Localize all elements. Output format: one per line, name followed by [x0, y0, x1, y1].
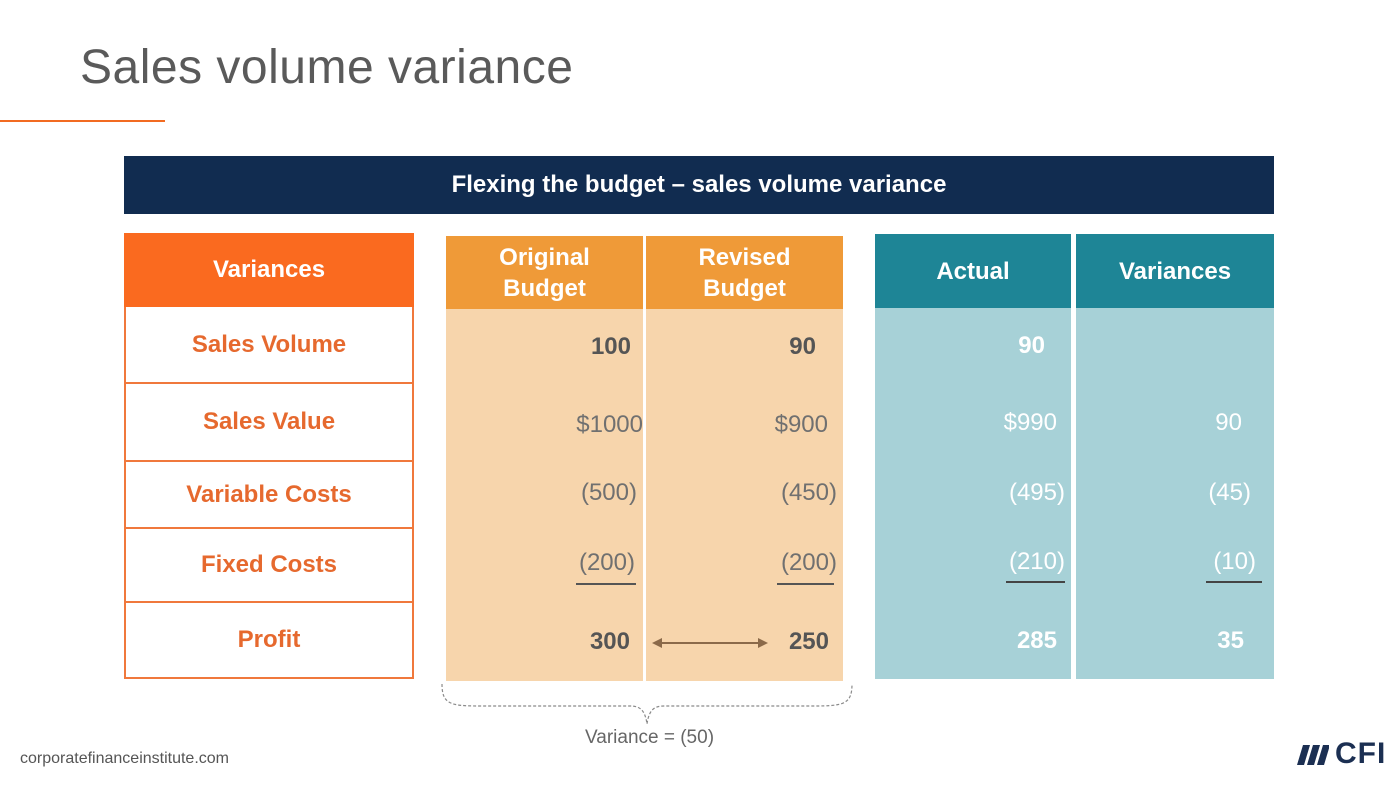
table-banner: Flexing the budget – sales volume varian… — [124, 156, 1274, 214]
footer-url: corporatefinanceinstitute.com — [20, 750, 229, 767]
label-fixed-costs: Fixed Costs — [126, 529, 412, 603]
actual-fixed-costs: (210) — [1008, 548, 1065, 575]
slanted-bars-icon — [1297, 745, 1329, 765]
actual-sales-value: $990 — [1003, 409, 1057, 436]
variance-brace — [441, 683, 853, 725]
profit-comparison-arrow — [652, 638, 768, 648]
variances-column — [1076, 308, 1274, 679]
label-profit: Profit — [237, 626, 301, 653]
revised-profit: 250 — [788, 628, 829, 655]
revised-budget-column — [646, 309, 843, 681]
original-sales-volume: 100 — [590, 333, 631, 360]
labels-column: Sales Volume Sales Value Variable Costs … — [124, 307, 414, 679]
variance-fixed-costs: (10) — [1213, 548, 1256, 575]
label-variable-costs: Variable Costs — [126, 462, 412, 529]
revised-budget-header: Revised Budget — [646, 236, 843, 309]
title-underline — [0, 120, 165, 122]
original-budget-header: Original Budget — [446, 236, 643, 309]
cfi-logo: CFI — [1295, 737, 1386, 771]
revised-variable-costs: (450) — [780, 479, 837, 506]
original-budget-column — [446, 309, 643, 681]
label-sales-value: Sales Value — [126, 384, 412, 462]
actual-header: Actual — [875, 234, 1071, 308]
revised-budget-header-line1: Revised — [698, 243, 791, 271]
revised-fixed-costs: (200) — [780, 549, 837, 576]
label-sales-volume: Sales Volume — [126, 307, 412, 384]
actual-sales-volume: 90 — [1018, 332, 1045, 359]
actual-column — [875, 308, 1071, 679]
variance-fixed-costs-underline — [1206, 581, 1262, 583]
original-variable-costs: (500) — [580, 479, 637, 506]
original-profit: 300 — [589, 628, 630, 655]
slide-title: Sales volume variance — [80, 41, 574, 94]
variance-sales-value: 90 — [1215, 409, 1242, 436]
variances-header: Variances — [1076, 234, 1274, 308]
variance-profit: 35 — [1217, 627, 1244, 654]
original-fixed-costs: (200) — [578, 549, 635, 576]
actual-variable-costs: (495) — [1008, 479, 1065, 506]
revised-sales-value: $900 — [774, 411, 828, 438]
revised-sales-volume: 90 — [789, 333, 816, 360]
original-fixed-costs-underline — [576, 583, 636, 585]
original-sales-value: $1000 — [576, 411, 643, 438]
revised-fixed-costs-underline — [777, 583, 834, 585]
original-budget-header-line1: Original — [499, 243, 590, 271]
variance-note: Variance = (50) — [585, 727, 715, 748]
original-budget-header-line2: Budget — [503, 274, 586, 302]
revised-budget-header-line2: Budget — [703, 274, 786, 302]
logo-text: CFI — [1335, 737, 1387, 770]
actual-fixed-costs-underline — [1006, 581, 1065, 583]
actual-profit: 285 — [1016, 627, 1057, 654]
labels-header: Variances — [124, 233, 414, 307]
variance-variable-costs: (45) — [1208, 479, 1251, 506]
